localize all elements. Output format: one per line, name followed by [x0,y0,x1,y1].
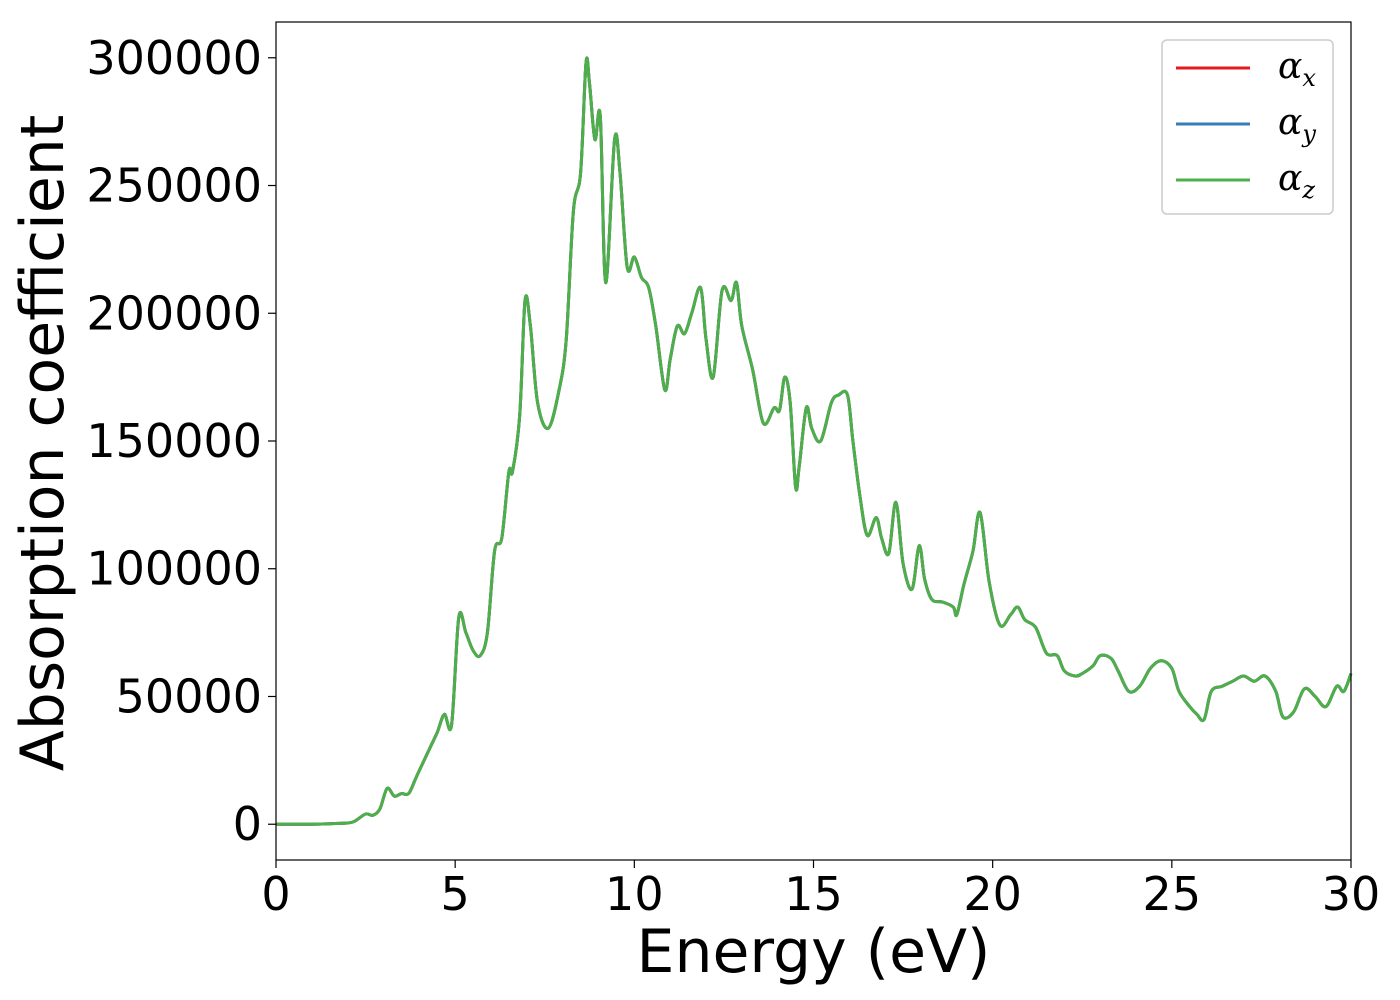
y-tick-label: 0 [233,797,262,851]
y-axis: 0 50000 100000 150000 200000 250000 300000 [86,31,276,851]
series-line-z [275,56,1353,826]
x-tick-label: 10 [605,867,664,921]
x-tick-label: 5 [441,867,470,921]
legend-box [1161,39,1334,215]
x-tick-label: 20 [963,867,1022,921]
x-tick-label: 25 [1143,867,1202,921]
legend-label-z: αz [1278,158,1315,204]
x-axis-label: Energy (eV) [637,917,991,987]
y-axis-label: Absorption coefficient [8,115,78,772]
x-tick-label: 0 [261,867,290,921]
x-tick-label: 30 [1322,867,1381,921]
legend: αx αy αz [1161,39,1334,215]
y-tick-label: 150000 [86,414,262,468]
x-axis: 0 5 10 15 20 25 30 [261,860,1380,921]
legend-label-x: αx [1278,46,1316,92]
x-tick-label: 15 [784,867,843,921]
y-tick-label: 300000 [86,31,262,85]
y-tick-label: 250000 [86,159,262,213]
y-tick-label: 50000 [116,669,262,723]
series-layer [275,56,1353,826]
y-tick-label: 200000 [86,286,262,340]
y-tick-label: 100000 [86,542,262,596]
legend-label-y: αy [1278,102,1316,148]
